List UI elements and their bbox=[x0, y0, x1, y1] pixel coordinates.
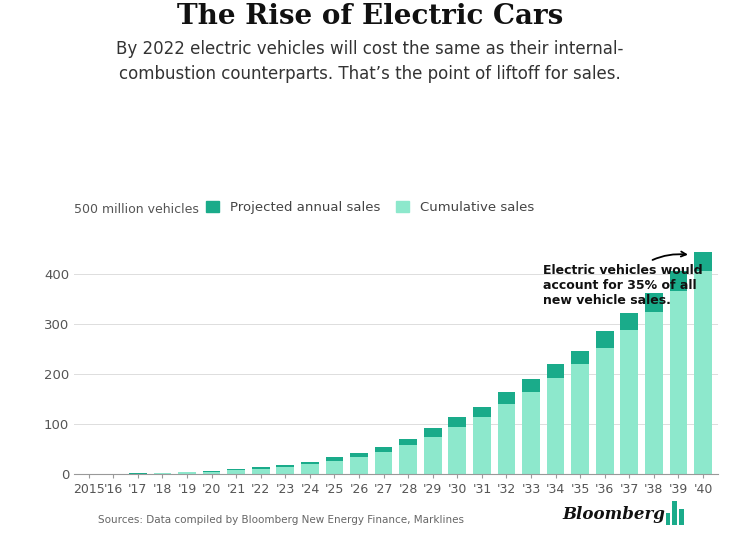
Bar bbox=[277, 465, 295, 467]
Bar bbox=[252, 467, 269, 469]
Bar bbox=[203, 472, 221, 474]
Bar bbox=[277, 467, 295, 474]
Bar bbox=[301, 464, 319, 474]
Bar bbox=[227, 471, 245, 474]
Text: 500 million vehicles: 500 million vehicles bbox=[74, 203, 199, 216]
Bar bbox=[203, 471, 221, 472]
Text: Electric vehicles would
account for 35% of all
new vehicle sales.: Electric vehicles would account for 35% … bbox=[543, 252, 703, 307]
Bar bbox=[374, 447, 392, 452]
Bar bbox=[547, 378, 565, 474]
Text: By 2022 electric vehicles will cost the same as their internal-
combustion count: By 2022 electric vehicles will cost the … bbox=[116, 40, 624, 83]
Bar bbox=[547, 364, 565, 378]
Bar bbox=[424, 429, 442, 437]
Text: The Rise of Electric Cars: The Rise of Electric Cars bbox=[177, 3, 563, 30]
Bar bbox=[227, 470, 245, 471]
Bar bbox=[670, 292, 687, 474]
Bar bbox=[645, 311, 663, 474]
Text: Bloomberg: Bloomberg bbox=[562, 506, 665, 523]
Bar bbox=[665, 513, 670, 525]
Bar bbox=[596, 348, 613, 474]
Bar bbox=[473, 417, 491, 474]
Bar bbox=[645, 293, 663, 311]
Bar bbox=[326, 461, 343, 474]
Bar bbox=[326, 457, 343, 461]
Bar bbox=[301, 462, 319, 464]
Bar bbox=[596, 331, 613, 348]
Bar bbox=[448, 427, 466, 474]
Bar bbox=[350, 453, 368, 457]
Bar bbox=[694, 253, 712, 271]
Bar bbox=[694, 271, 712, 474]
Bar bbox=[497, 404, 515, 474]
Bar bbox=[448, 417, 466, 427]
Bar bbox=[154, 473, 171, 474]
Bar bbox=[497, 392, 515, 404]
Bar bbox=[673, 501, 677, 525]
Text: Sources: Data compiled by Bloomberg New Energy Finance, Marklines: Sources: Data compiled by Bloomberg New … bbox=[98, 515, 464, 525]
Legend: Projected annual sales, Cumulative sales: Projected annual sales, Cumulative sales bbox=[206, 201, 534, 214]
Bar bbox=[571, 364, 589, 474]
Bar bbox=[679, 509, 684, 525]
Bar bbox=[374, 452, 392, 474]
Bar bbox=[571, 351, 589, 364]
Bar bbox=[621, 312, 638, 330]
Bar bbox=[252, 469, 269, 474]
Bar bbox=[424, 437, 442, 474]
Bar bbox=[473, 407, 491, 417]
Bar bbox=[400, 439, 417, 445]
Bar bbox=[670, 271, 687, 292]
Bar bbox=[178, 472, 196, 474]
Bar bbox=[350, 457, 368, 474]
Bar bbox=[522, 379, 540, 392]
Bar bbox=[400, 445, 417, 474]
Bar bbox=[522, 392, 540, 474]
Bar bbox=[621, 330, 638, 474]
